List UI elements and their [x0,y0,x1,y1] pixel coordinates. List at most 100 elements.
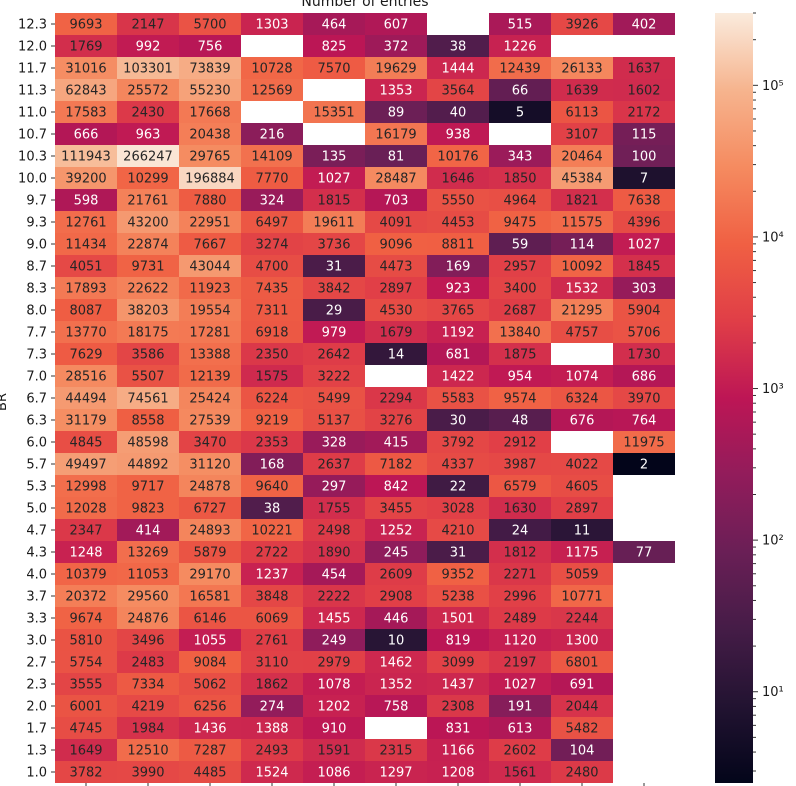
cell-value-label: 10176 [437,150,478,165]
heatmap-cell [489,453,551,475]
heatmap-cell [241,673,303,695]
cell-value-label: 11923 [189,282,230,297]
heatmap-cell [303,211,365,233]
cell-value-label: 28487 [375,172,416,187]
cell-value-label: 9731 [131,260,164,275]
heatmap-cell [365,475,427,497]
y-axis-label: BR [0,393,10,411]
heatmap-cell [303,13,365,35]
heatmap-cell [365,409,427,431]
cell-value-label: 21295 [561,304,602,319]
heatmap-cell [117,321,179,343]
cell-value-label: 3792 [441,436,474,451]
heatmap-cell [179,563,241,585]
heatmap-cell [241,695,303,717]
heatmap-cell [179,35,241,57]
heatmap-cell [551,563,613,585]
heatmap-cell [117,167,179,189]
heatmap-cell [427,739,489,761]
heatmap-cell [489,343,551,365]
heatmap-cell [551,629,613,651]
cell-value-label: 10728 [251,62,292,77]
cell-value-label: 14 [388,348,405,363]
cell-value-label: 3276 [379,414,412,429]
heatmap-cell [613,167,675,189]
heatmap-cell [365,585,427,607]
heatmap-cell [427,365,489,387]
heatmap-cell [179,255,241,277]
cell-value-label: 1524 [255,766,288,781]
cell-value-label: 303 [632,282,657,297]
row-label: 8.3 [26,282,47,297]
heatmap-cell [489,695,551,717]
heatmap-cell [427,541,489,563]
cell-value-label: 1639 [565,84,598,99]
cell-value-label: 1086 [317,766,350,781]
cell-value-label: 249 [322,634,347,649]
heatmap-cell [365,629,427,651]
heatmap-cell [179,387,241,409]
cell-value-label: 4700 [255,260,288,275]
heatmap-cell [427,343,489,365]
cell-value-label: 324 [260,194,285,209]
heatmap-cell [489,431,551,453]
row-label: 3.0 [26,634,47,649]
cell-value-label: 38 [450,40,467,55]
heatmap-cell [241,563,303,585]
cell-value-label: 938 [446,128,471,143]
cell-value-label: 20438 [189,128,230,143]
cell-value-label: 5706 [627,326,660,341]
cell-value-label: 1821 [565,194,598,209]
heatmap-cell [179,167,241,189]
heatmap-cell [613,321,675,343]
cell-value-label: 1575 [255,370,288,385]
heatmap-cell [365,673,427,695]
heatmap-cell [613,431,675,453]
cell-value-label: 1730 [627,348,660,363]
heatmap-cell [179,299,241,321]
cell-value-label: 1422 [441,370,474,385]
cell-value-label: 12510 [127,744,168,759]
heatmap-cell [613,365,675,387]
heatmap-cell [117,453,179,475]
heatmap-cell [365,321,427,343]
heatmap-cell [241,541,303,563]
cell-value-label: 73839 [189,62,230,77]
heatmap-cell [365,607,427,629]
heatmap-cell [117,563,179,585]
cell-value-label: 3926 [565,18,598,33]
heatmap-cell [179,717,241,739]
heatmap-cell [117,365,179,387]
cell-value-label: 1630 [503,502,536,517]
heatmap-cell [179,79,241,101]
heatmap-cell [427,475,489,497]
heatmap-cell [613,409,675,431]
heatmap-cell [303,409,365,431]
cell-value-label: 15351 [313,106,354,121]
heatmap-cell [303,233,365,255]
heatmap-cell [179,321,241,343]
heatmap-cell [551,233,613,255]
cell-value-label: 7182 [379,458,412,473]
cell-value-label: 3848 [255,590,288,605]
heatmap-cell [241,651,303,673]
heatmap-cell [427,409,489,431]
cell-value-label: 3107 [565,128,598,143]
cell-value-label: 12028 [65,502,106,517]
cell-value-label: 372 [384,40,409,55]
cell-value-label: 40 [450,106,467,121]
heatmap-cell [179,277,241,299]
cell-value-label: 5137 [317,414,350,429]
cell-value-label: 17281 [189,326,230,341]
cell-value-label: 2430 [131,106,164,121]
cell-value-label: 1850 [503,172,536,187]
cell-value-label: 2722 [255,546,288,561]
cell-value-label: 2602 [503,744,536,759]
cell-value-label: 1352 [379,678,412,693]
heatmap-cell [551,13,613,35]
cell-value-label: 6146 [193,612,226,627]
heatmap-cell [117,629,179,651]
cell-value-label: 3782 [69,766,102,781]
heatmap-cell [489,585,551,607]
